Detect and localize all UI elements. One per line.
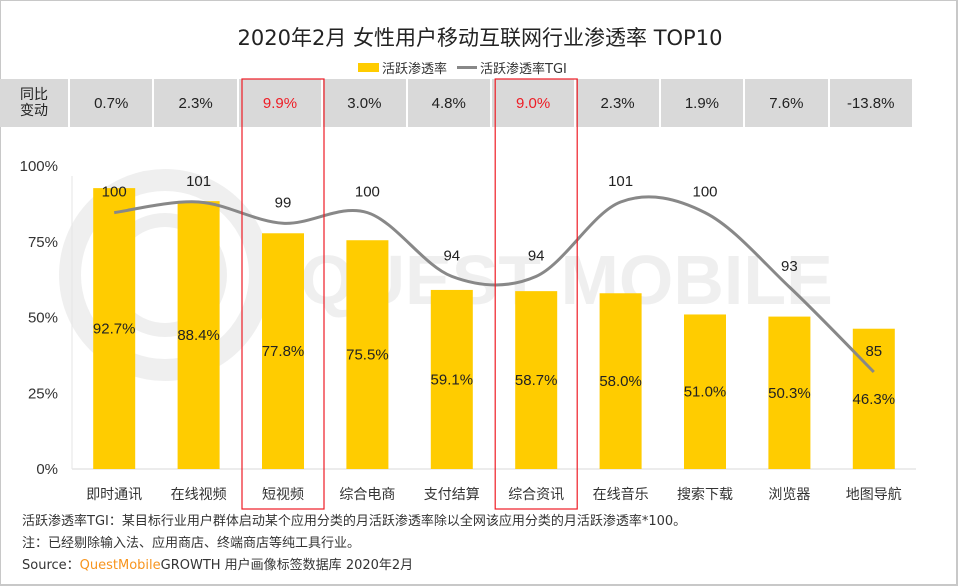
- notes: 活跃渗透率TGI：某目标行业用户群体启动某个应用分类的月活跃渗透率除以全网该应用…: [22, 511, 686, 577]
- yoy-cell: 3.0%: [323, 79, 406, 127]
- category-label: 在线音乐: [592, 487, 649, 503]
- tgi-value-label: 99: [275, 194, 292, 211]
- y-tick-label: 75%: [28, 234, 58, 251]
- tgi-value-label: 100: [355, 184, 380, 201]
- category-label: 搜索下载: [677, 487, 733, 503]
- category-label: 即时通讯: [86, 487, 143, 503]
- watermark-text: QUEST MOBILE: [300, 241, 833, 319]
- tgi-value-label: 100: [102, 184, 127, 201]
- category-label: 支付结算: [423, 487, 480, 503]
- legend-line-swatch: [457, 66, 478, 69]
- bar-value-label: 58.7%: [515, 372, 558, 389]
- tgi-value-label: 94: [443, 247, 460, 264]
- bar-value-label: 46.3%: [853, 391, 896, 408]
- bar: [768, 316, 811, 469]
- yoy-cell: 2.3%: [154, 79, 237, 127]
- yoy-cell: -13.8%: [829, 79, 912, 127]
- yoy-cell: 7.6%: [745, 79, 828, 127]
- source-line: Source：QuestMobileGROWTH 用户画像标签数据库 2020年…: [22, 555, 686, 577]
- highlight-box: [494, 78, 578, 510]
- y-tick-label: 0%: [36, 461, 58, 478]
- bar: [346, 240, 389, 469]
- tgi-value-label: 93: [781, 258, 798, 275]
- tgi-value-label: 85: [865, 343, 882, 360]
- tgi-line: [114, 195, 875, 374]
- category-axis: 即时通讯 在线视频 短视频 综合电商 支付结算 综合资讯 在线音乐 搜索下载 浏览器 地图导航: [0, 484, 960, 504]
- yoy-cell-highlighted: 9.0%: [491, 79, 575, 127]
- y-tick-label: 25%: [28, 385, 58, 402]
- tgi-value-label: 100: [692, 184, 717, 201]
- note-tgi-definition: 活跃渗透率TGI：某目标行业用户群体启动某个应用分类的月活跃渗透率除以全网该应用…: [22, 514, 687, 529]
- highlight-box: [241, 78, 325, 510]
- legend-bar-swatch: [358, 63, 379, 72]
- legend-line-label: 活跃渗透率TGI: [480, 62, 567, 77]
- bar: [430, 289, 473, 469]
- bar-value-label: 51.0%: [684, 384, 727, 401]
- bar-value-label: 59.1%: [431, 371, 474, 388]
- yoy-cell: 4.8%: [407, 79, 490, 127]
- watermark: QUEST MOBILE: [59, 169, 833, 381]
- category-label: 在线视频: [170, 487, 227, 503]
- category-label: 地图导航: [845, 487, 902, 503]
- bar: [515, 291, 558, 469]
- bar-value-label: 58.0%: [599, 373, 642, 390]
- bar: [684, 314, 726, 469]
- yoy-header: 同比 变动: [0, 79, 68, 127]
- category-label: 短视频: [262, 487, 304, 503]
- bar: [852, 328, 895, 469]
- source-prefix: Source：: [22, 558, 80, 573]
- tgi-value-label: 101: [186, 173, 211, 190]
- bar-value-label: 88.4%: [177, 327, 220, 344]
- legend-bar-label: 活跃渗透率: [382, 62, 448, 77]
- bar: [599, 293, 642, 469]
- category-label: 综合资讯: [508, 487, 565, 503]
- bar-value-label: 77.8%: [262, 343, 305, 360]
- yoy-cell: 2.3%: [576, 79, 659, 127]
- watermark-logo-ring: [59, 169, 271, 381]
- yoy-change-row: 同比 变动 0.7% 2.3% 9.9% 3.0% 4.8% 9.0% 2.3% …: [0, 79, 916, 127]
- bar-value-label: 92.7%: [93, 321, 136, 338]
- bar: [177, 201, 220, 469]
- y-tick-label: 50%: [28, 310, 58, 327]
- note-exclusion: 注：已经剔除输入法、应用商店、终端商店等纯工具行业。: [22, 536, 361, 551]
- source-brand: QuestMobile: [79, 558, 161, 573]
- legend: 活跃渗透率 活跃渗透率TGI: [358, 58, 567, 77]
- bar: [262, 233, 304, 469]
- tgi-value-label: 94: [528, 247, 545, 264]
- category-label: 综合电商: [339, 487, 396, 503]
- bar: [93, 188, 136, 469]
- category-label: 浏览器: [768, 487, 811, 503]
- source-rest: GROWTH 用户画像标签数据库 2020年2月: [160, 558, 414, 573]
- yoy-cell-highlighted: 9.9%: [238, 79, 322, 127]
- bar-value-label: 75.5%: [346, 347, 389, 364]
- chart-title: 2020年2月 女性用户移动互联网行业渗透率 TOP10: [237, 26, 723, 50]
- bar-value-label: 50.3%: [768, 385, 811, 402]
- yoy-header-text: 同比 变动: [20, 87, 48, 119]
- yoy-cell: 0.7%: [70, 79, 153, 127]
- yoy-cell: 1.9%: [660, 79, 744, 127]
- y-tick-label: 100%: [20, 158, 58, 175]
- tgi-value-label: 101: [608, 173, 633, 190]
